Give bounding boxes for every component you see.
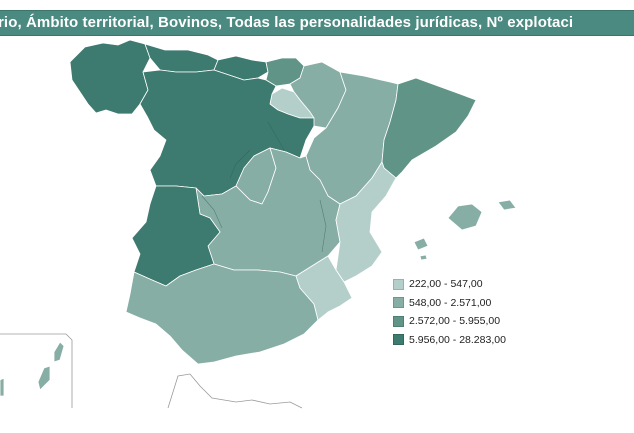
region-canarias-3[interactable] <box>0 377 5 397</box>
region-canarias-1[interactable] <box>37 365 51 391</box>
legend-item: 222,00 - 547,00 <box>393 275 506 294</box>
legend: 222,00 - 547,00 548,00 - 2.571,00 2.572,… <box>393 275 506 349</box>
map-title: rio, Ámbito territorial, Bovinos, Todas … <box>0 14 574 31</box>
region-canarias-2[interactable] <box>53 341 65 363</box>
legend-label: 548,00 - 2.571,00 <box>409 296 492 309</box>
legend-label: 5.956,00 - 28.283,00 <box>409 333 506 346</box>
region-asturias[interactable] <box>144 43 219 73</box>
region-baleares-ibiza[interactable] <box>413 237 429 251</box>
legend-swatch <box>393 278 404 290</box>
legend-item: 548,00 - 2.571,00 <box>393 294 506 313</box>
region-valencia[interactable] <box>335 161 397 283</box>
region-baleares-menorca[interactable] <box>497 199 517 211</box>
region-baleares-formentera[interactable] <box>419 254 428 261</box>
province-lines <box>201 121 327 253</box>
title-bar: rio, Ámbito territorial, Bovinos, Todas … <box>0 10 634 36</box>
legend-item: 5.956,00 - 28.283,00 <box>393 331 506 350</box>
region-murcia[interactable] <box>295 255 353 321</box>
region-andalucia[interactable] <box>125 263 319 365</box>
north-africa-outline <box>167 373 303 409</box>
legend-swatch <box>393 297 404 309</box>
legend-swatch <box>393 315 404 327</box>
region-baleares-mallorca[interactable] <box>447 203 483 231</box>
legend-label: 2.572,00 - 5.955,00 <box>409 315 501 328</box>
legend-item: 2.572,00 - 5.955,00 <box>393 312 506 331</box>
canarias-inset-frame <box>0 333 73 408</box>
legend-label: 222,00 - 547,00 <box>409 278 483 291</box>
region-galicia[interactable] <box>69 39 151 115</box>
legend-swatch <box>393 334 404 346</box>
region-cataluna[interactable] <box>381 77 477 179</box>
